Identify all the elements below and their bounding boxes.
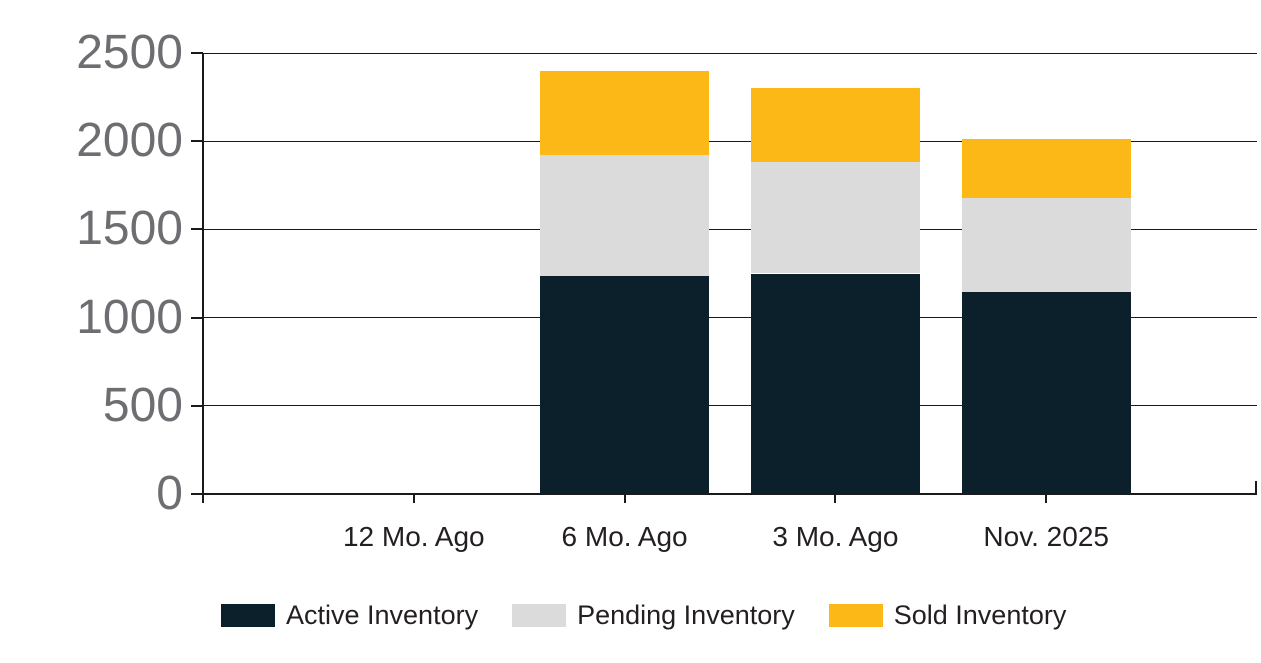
chart-legend: Active Inventory Pending Inventory Sold In… [221, 601, 1066, 629]
bar-segment-pending-inventory [750, 162, 920, 274]
gridline [203, 405, 1257, 407]
y-axis-tick [191, 316, 203, 319]
y-axis-tick [191, 52, 203, 54]
active-inventory-swatch-icon [221, 603, 275, 627]
y-axis-tick-label: 0 [156, 467, 183, 520]
y-axis-line [202, 53, 204, 503]
y-axis-tick [191, 228, 203, 231]
bar-segment-sold-inventory [750, 88, 920, 163]
bar-segment-active-inventory [540, 276, 710, 494]
y-axis-tick-label: 1000 [76, 290, 183, 344]
legend-item-sold-inventory: Sold Inventory [828, 600, 1067, 630]
gridline [203, 493, 1257, 495]
bar-segment-active-inventory [750, 273, 920, 494]
y-axis-tick-label: 500 [102, 378, 183, 432]
y-axis-tick [191, 404, 203, 407]
plot-right-edge-tick [1255, 481, 1257, 494]
bar-segment-pending-inventory [540, 155, 710, 277]
x-axis-label: 6 Mo. Ago [561, 521, 688, 552]
legend-item-active-inventory: Active Inventory [221, 601, 478, 629]
bar-segment-sold-inventory [961, 139, 1131, 198]
sold-inventory-swatch-icon [828, 603, 883, 627]
bar-segment-active-inventory [961, 292, 1131, 494]
legend-item-pending-inventory: Pending Inventory [512, 601, 795, 629]
x-axis-tick [412, 494, 415, 503]
x-axis-label: 3 Mo. Ago [772, 521, 899, 552]
y-axis-tick [191, 493, 203, 495]
x-axis-tick [1045, 494, 1048, 503]
legend-label: Pending Inventory [577, 600, 795, 630]
y-axis-tick-label: 2500 [76, 26, 183, 79]
x-axis-tick [623, 494, 626, 503]
x-axis-label: Nov. 2025 [983, 521, 1109, 552]
x-axis-tick [834, 494, 837, 503]
pending-inventory-swatch-icon [512, 603, 567, 627]
x-axis-label: 12 Mo. Ago [342, 521, 485, 552]
gridline [203, 52, 1257, 54]
y-axis-tick-label: 2000 [76, 114, 183, 168]
bar-segment-sold-inventory [540, 70, 710, 156]
legend-label: Active Inventory [286, 600, 479, 630]
gridline [203, 317, 1257, 319]
bar-segment-pending-inventory [961, 197, 1131, 292]
y-axis-tick [191, 140, 203, 143]
gridline [203, 140, 1257, 142]
legend-label: Sold Inventory [893, 600, 1067, 630]
gridline [203, 228, 1257, 230]
y-axis-tick-label: 1500 [76, 202, 183, 256]
